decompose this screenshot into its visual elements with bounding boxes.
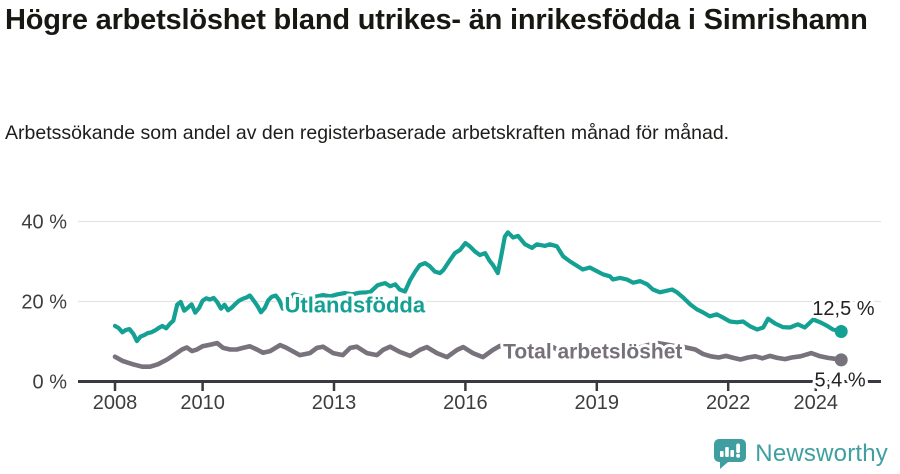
- end-value-label-utlandsfodda: 12,5 %: [812, 298, 874, 320]
- speech-bubble-shape: [714, 439, 747, 469]
- exclamation-bar: [736, 443, 741, 453]
- x-tick-label-2013: 2013: [312, 392, 357, 414]
- chart-title: Högre arbetslöshet bland utrikes- än inr…: [5, 4, 868, 36]
- line-chart: 0 % 20 % 40 % 2008 2010 2013 2016 2019 2022 2024 U…: [0, 195, 900, 423]
- y-tick-label-20: 20 %: [21, 292, 67, 314]
- x-tick-label-2016: 2016: [443, 392, 488, 414]
- x-tick-label-2024: 2024: [794, 392, 839, 414]
- end-dot-total-arbetsl-shet: [834, 353, 848, 367]
- bar-1: [720, 451, 724, 457]
- series-label-total-arbetsloshet: Total arbetslöshet: [503, 340, 682, 363]
- x-tick-label-2008: 2008: [93, 392, 138, 414]
- x-tick-label-2019: 2019: [575, 392, 620, 414]
- series-line-utlandsf-dda: [112, 230, 844, 344]
- x-tick-label-2022: 2022: [706, 392, 751, 414]
- newsworthy-brand: Newsworthy: [713, 439, 888, 469]
- x-tick-label-2010: 2010: [180, 392, 225, 414]
- bar-2: [725, 447, 730, 457]
- brand-name: Newsworthy: [755, 440, 888, 467]
- end-value-label-total: 5,4 %: [814, 370, 865, 392]
- y-tick-label-40: 40 %: [21, 212, 67, 234]
- series-line-total-arbetsl-shet: [112, 340, 844, 370]
- chart-subtitle: Arbetssökande som andel av den registerb…: [5, 122, 730, 144]
- series-label-utlandsfodda: Utlandsfödda: [285, 292, 426, 317]
- y-tick-label-0: 0 %: [33, 372, 68, 394]
- bar-3: [730, 450, 735, 457]
- chart-canvas: 0 % 20 % 40 % 2008 2010 2013 2016 2019 2022 2024 U…: [21, 212, 881, 414]
- exclamation-dot: [736, 453, 741, 458]
- end-dot-utlandsf-dda: [834, 325, 848, 338]
- newsworthy-logo-icon: [714, 439, 747, 469]
